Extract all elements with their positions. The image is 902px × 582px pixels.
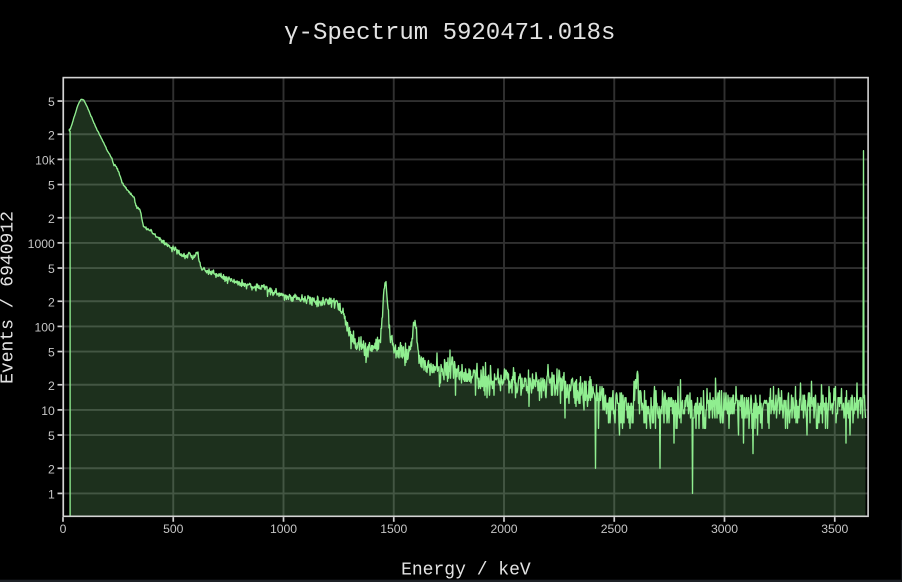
svg-text:2: 2: [48, 128, 55, 142]
svg-text:5: 5: [48, 346, 55, 360]
svg-text:3500: 3500: [821, 522, 848, 536]
svg-text:γ-Spectrum 5920471.018s: γ-Spectrum 5920471.018s: [284, 20, 615, 47]
svg-text:2500: 2500: [601, 522, 628, 536]
svg-text:2: 2: [48, 212, 55, 226]
svg-text:Events / 6940912: Events / 6940912: [0, 211, 19, 384]
svg-text:2000: 2000: [490, 522, 517, 536]
svg-text:1: 1: [48, 488, 55, 502]
svg-text:5: 5: [48, 179, 55, 193]
svg-text:10: 10: [41, 404, 55, 418]
svg-text:2: 2: [48, 462, 55, 476]
svg-text:5: 5: [48, 95, 55, 109]
svg-text:500: 500: [163, 522, 184, 536]
svg-text:5: 5: [48, 262, 55, 276]
svg-text:3000: 3000: [711, 522, 738, 536]
svg-text:100: 100: [34, 321, 55, 335]
svg-text:2: 2: [48, 295, 55, 309]
svg-text:5: 5: [48, 429, 55, 443]
svg-text:2: 2: [48, 379, 55, 393]
svg-text:Energy / keV: Energy / keV: [401, 561, 531, 581]
svg-text:1000: 1000: [28, 237, 55, 251]
svg-text:1000: 1000: [270, 522, 297, 536]
svg-text:0: 0: [60, 522, 67, 536]
svg-text:10k: 10k: [35, 154, 56, 168]
svg-text:1500: 1500: [380, 522, 407, 536]
